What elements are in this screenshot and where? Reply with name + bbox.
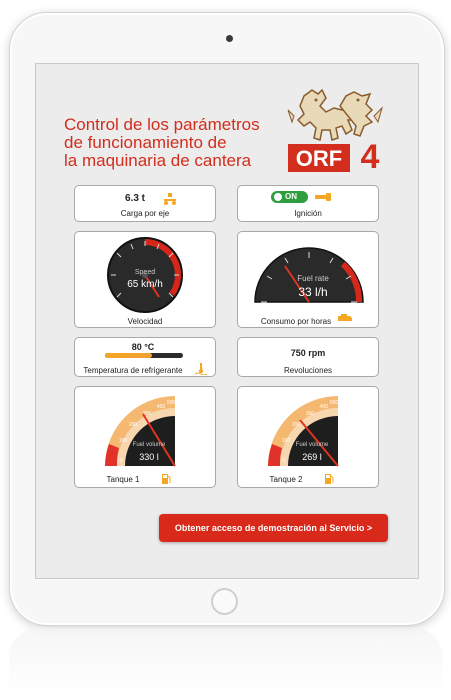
tank2-scale: 0 100 200 300 400 500 [282, 400, 339, 464]
demo-access-button[interactable]: Obtener acceso de demostración al Servic… [159, 514, 388, 542]
tank1-scale-200: 200 [129, 422, 138, 428]
fuel-rate-gauge-value: 33 l/h [298, 285, 327, 299]
ignition-dot-icon [274, 193, 282, 201]
ignition-state: ON [285, 192, 297, 201]
ignition-card[interactable]: ON Ignición [237, 185, 379, 222]
speed-label: Velocidad [127, 317, 163, 326]
page-title: Control de los parámetros de funcionamie… [64, 116, 289, 170]
tank1-gauge: 0 100 200 300 400 500 Fuel volume 330 l [105, 396, 176, 467]
tank2-card[interactable]: 0 100 200 300 400 500 Fuel volume 269 l … [237, 386, 379, 488]
tablet-camera [226, 35, 233, 42]
load-card[interactable]: 6.3 t Carga por eje [74, 185, 216, 222]
title-line-1: Control de los parámetros [64, 115, 260, 134]
coolant-label: Temperatura de refrigerante [83, 366, 183, 375]
tank1-scale-100: 100 [119, 438, 128, 444]
tank2-label: Tanque 2 [269, 475, 303, 484]
fuel-rate-card[interactable]: Fuel rate 33 l/h Consumo por horas [237, 231, 379, 328]
tank2-scale-0: 0 [283, 458, 286, 464]
coolant-card[interactable]: 80 °C Temperatura de refrigerante [74, 337, 216, 377]
speed-card[interactable]: Speed 65 km/h Velocidad [74, 231, 216, 328]
home-button[interactable] [211, 588, 238, 615]
rpm-value: 750 rpm [290, 348, 326, 358]
load-label: Carga por eje [120, 209, 170, 218]
tank2-scale-100: 100 [282, 438, 291, 444]
logo-orf-text: ORF [296, 146, 342, 171]
axle-load-icon [164, 193, 176, 205]
title-line-3: la maquinaria de cantera [64, 151, 252, 170]
tablet-reflection [9, 628, 443, 698]
fuel-pump-icon [325, 474, 334, 484]
tank2-scale-300: 300 [306, 411, 315, 417]
tank1-scale-500: 500 [167, 400, 176, 406]
speed-gauge-title: Speed [135, 269, 155, 276]
griffin-icon [287, 88, 384, 141]
key-icon [315, 193, 331, 201]
fuel-rate-gauge-title: Fuel rate [297, 274, 329, 283]
rpm-card[interactable]: 750 rpm Revoluciones [237, 337, 379, 377]
tank1-card[interactable]: 0 100 200 300 400 500 Fuel volume 330 l … [74, 386, 216, 488]
coolant-bar-fill [105, 353, 152, 358]
tank2-scale-200: 200 [292, 422, 301, 428]
screen: Control de los parámetros de funcionamie… [35, 63, 419, 579]
logo-orf-block [288, 144, 350, 172]
speed-gauge-value: 65 km/h [127, 279, 163, 290]
speed-gauge: Speed 65 km/h [107, 237, 183, 313]
tank1-scale: 0 100 200 300 400 500 [119, 400, 176, 464]
coolant-value: 80 °C [131, 342, 155, 352]
tank1-label: Tanque 1 [106, 475, 140, 484]
title-line-2: de funcionamiento de [64, 133, 227, 152]
tank1-scale-0: 0 [120, 458, 123, 464]
engine-icon [338, 314, 352, 321]
orf4-logo: ORF 4 [287, 88, 384, 176]
tank2-scale-500: 500 [330, 400, 339, 406]
coolant-temp-icon [195, 363, 207, 375]
fuel-pump-icon [162, 474, 171, 484]
tank2-gauge: 0 100 200 300 400 500 Fuel volume 269 l [268, 396, 339, 467]
coolant-bar [105, 353, 183, 358]
tank2-gauge-value: 269 l [302, 452, 322, 462]
fuel-rate-label: Consumo por horas [260, 317, 332, 326]
fuel-rate-gauge: Fuel rate 33 l/h [254, 247, 364, 303]
ignition-label: Ignición [294, 209, 322, 218]
tank1-gauge-value: 330 l [139, 452, 159, 462]
ignition-status-badge: ON [271, 191, 308, 203]
tank1-gauge-title: Fuel volume [133, 442, 166, 448]
logo-number: 4 [361, 138, 380, 176]
tank1-scale-400: 400 [157, 404, 166, 410]
load-value: 6.3 t [124, 193, 145, 204]
tank2-scale-400: 400 [320, 404, 329, 410]
tank1-scale-300: 300 [143, 411, 152, 417]
tank2-gauge-title: Fuel volume [296, 442, 329, 448]
rpm-label: Revoluciones [283, 366, 333, 375]
